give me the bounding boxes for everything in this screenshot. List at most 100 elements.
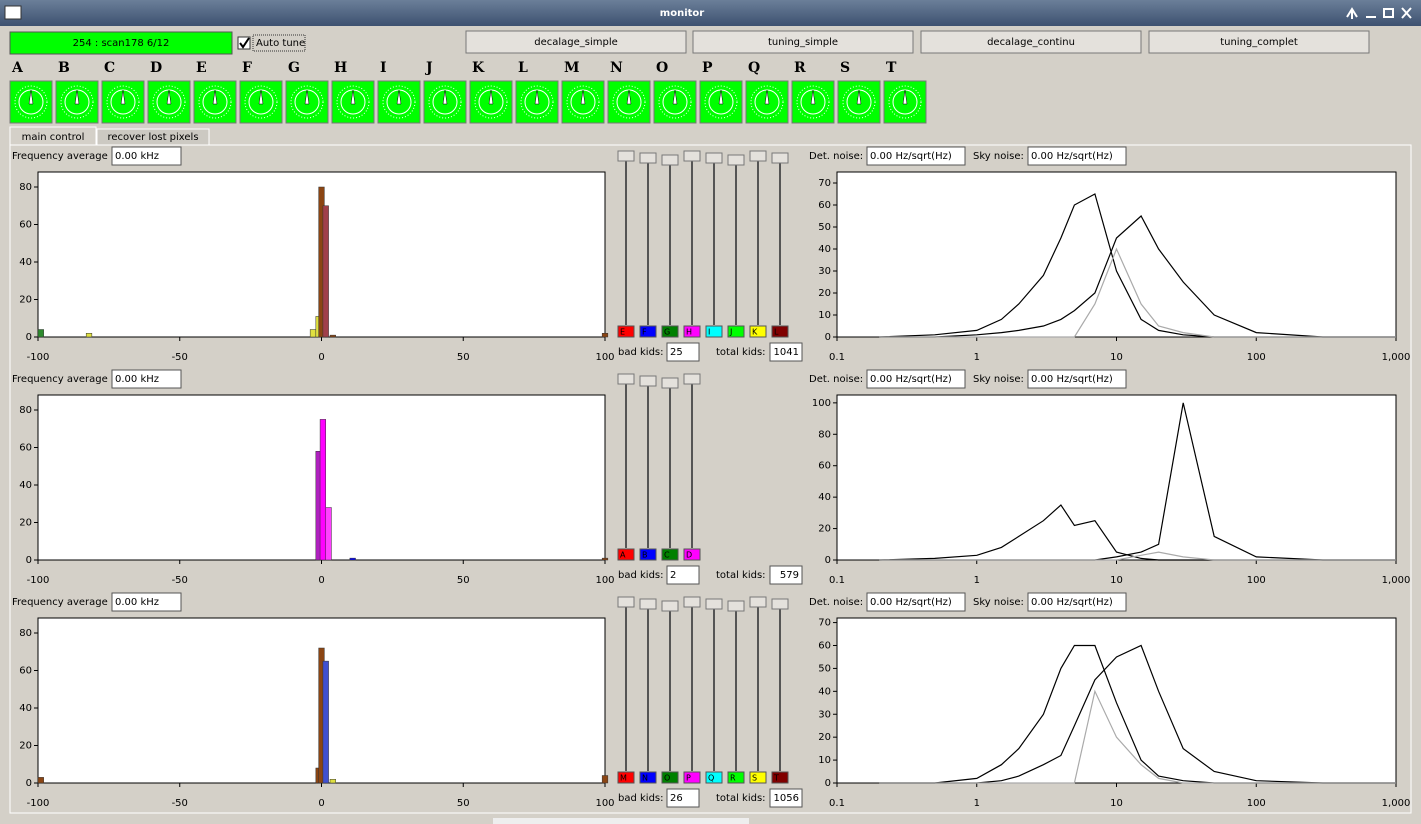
button-label[interactable]: tuning_complet — [1220, 37, 1298, 48]
slider-color — [727, 325, 745, 338]
y-tick-label: 0 — [825, 778, 831, 789]
slider-label: C — [664, 551, 670, 560]
y-tick-label: 60 — [818, 200, 831, 211]
slider-handle[interactable] — [639, 152, 657, 164]
gauge-letter: A — [11, 60, 24, 76]
x-tick-label: -100 — [27, 352, 50, 363]
window-controls[interactable] — [1346, 7, 1412, 19]
sky-noise: 0.00 Hz/sqrt(Hz) — [1031, 597, 1113, 608]
window-title: monitor — [660, 8, 704, 19]
x-tick-label: 100 — [1247, 575, 1266, 586]
total-kids-box — [769, 788, 803, 808]
slider-handle[interactable] — [749, 596, 767, 608]
button[interactable] — [1148, 30, 1370, 54]
gauge-dial — [750, 85, 784, 119]
gauge-needle — [442, 89, 448, 105]
hist-bar — [319, 419, 327, 561]
slider-handle[interactable] — [661, 154, 679, 166]
button-label[interactable]: tuning_simple — [768, 37, 838, 48]
checkbox-label: Auto tune — [256, 38, 305, 49]
slider-handle[interactable] — [727, 600, 745, 612]
slider-color — [683, 325, 701, 338]
freq-value-box — [111, 592, 182, 612]
x-tick-label: 50 — [457, 798, 470, 809]
sky-noise-label: Sky noise: — [973, 597, 1024, 608]
gauge-dial — [796, 85, 830, 119]
y-tick-label: 50 — [818, 222, 831, 233]
freq-value: 0.00 kHz — [115, 374, 159, 385]
y-tick-label: 60 — [19, 666, 32, 677]
slider-handle[interactable] — [617, 373, 635, 385]
slider-handle[interactable] — [771, 152, 789, 164]
slider-handle[interactable] — [705, 598, 723, 610]
button[interactable] — [920, 30, 1142, 54]
slider-handle[interactable] — [617, 596, 635, 608]
slider-color — [705, 771, 723, 784]
slider-handle[interactable] — [771, 598, 789, 610]
x-tick-label: 10 — [1110, 798, 1123, 809]
y-tick-label: 20 — [19, 741, 32, 752]
det-noise: 0.00 Hz/sqrt(Hz) — [870, 597, 952, 608]
bad-kids-label: bad kids: — [618, 793, 664, 804]
y-tick-label: 40 — [19, 480, 32, 491]
gauge-letter: P — [702, 60, 713, 76]
slider-color — [639, 548, 657, 561]
slider-handle[interactable] — [683, 596, 701, 608]
gauge-needle — [350, 89, 356, 105]
y-tick-label: 70 — [818, 178, 831, 189]
slider-handle[interactable] — [639, 598, 657, 610]
tab-label[interactable]: main control — [22, 132, 85, 143]
gauge-needle — [534, 89, 540, 105]
gauge-letter: G — [288, 60, 300, 76]
tab[interactable] — [9, 126, 97, 146]
total-kids-box — [769, 342, 803, 362]
slider-handle[interactable] — [683, 150, 701, 162]
slider-handle[interactable] — [749, 150, 767, 162]
slider-handle[interactable] — [705, 152, 723, 164]
slider-color — [683, 771, 701, 784]
button[interactable] — [692, 30, 914, 54]
slider-label: H — [686, 328, 692, 337]
x-tick-label: 1 — [974, 798, 980, 809]
det-noise-label: Det. noise: — [809, 374, 863, 385]
slider-label: S — [752, 774, 757, 783]
button-label[interactable]: decalage_simple — [534, 37, 618, 48]
slider-color — [683, 548, 701, 561]
det-noise-box — [866, 592, 966, 612]
slider-color — [749, 325, 767, 338]
gauge-dial — [382, 85, 416, 119]
slider-handle[interactable] — [617, 150, 635, 162]
hist-bar — [329, 334, 336, 338]
gauge-letter: L — [518, 60, 528, 76]
checkmark — [239, 37, 250, 49]
det-noise-label: Det. noise: — [809, 151, 863, 162]
slider-handle[interactable] — [661, 600, 679, 612]
gauge-needle — [718, 89, 724, 105]
noise-curve — [879, 644, 1396, 784]
slider-label: L — [774, 328, 779, 337]
tab[interactable] — [96, 128, 210, 146]
button-label[interactable]: decalage_continu — [987, 37, 1075, 48]
slider-handle[interactable] — [727, 154, 745, 166]
slider-handle[interactable] — [661, 377, 679, 389]
scrollbar[interactable] — [493, 818, 749, 824]
gauge-letter: N — [610, 60, 623, 76]
gauge-dial — [474, 85, 508, 119]
slider-handle[interactable] — [639, 375, 657, 387]
plot-area — [836, 394, 1397, 561]
y-tick-label: 40 — [19, 257, 32, 268]
y-tick-label: 40 — [818, 686, 831, 697]
freq-label: Frequency average — [12, 151, 108, 162]
slider-label: F — [642, 328, 647, 337]
button[interactable] — [465, 30, 687, 54]
gauge-letter: H — [334, 60, 347, 76]
x-tick-label: 50 — [457, 352, 470, 363]
tab-label[interactable]: recover lost pixels — [107, 132, 198, 143]
y-tick-label: 50 — [818, 663, 831, 674]
slider-handle[interactable] — [683, 373, 701, 385]
x-tick-label: 0 — [318, 798, 324, 809]
x-tick-label: -100 — [27, 575, 50, 586]
sky-noise: 0.00 Hz/sqrt(Hz) — [1031, 374, 1113, 385]
bad-kids: 2 — [670, 570, 676, 581]
